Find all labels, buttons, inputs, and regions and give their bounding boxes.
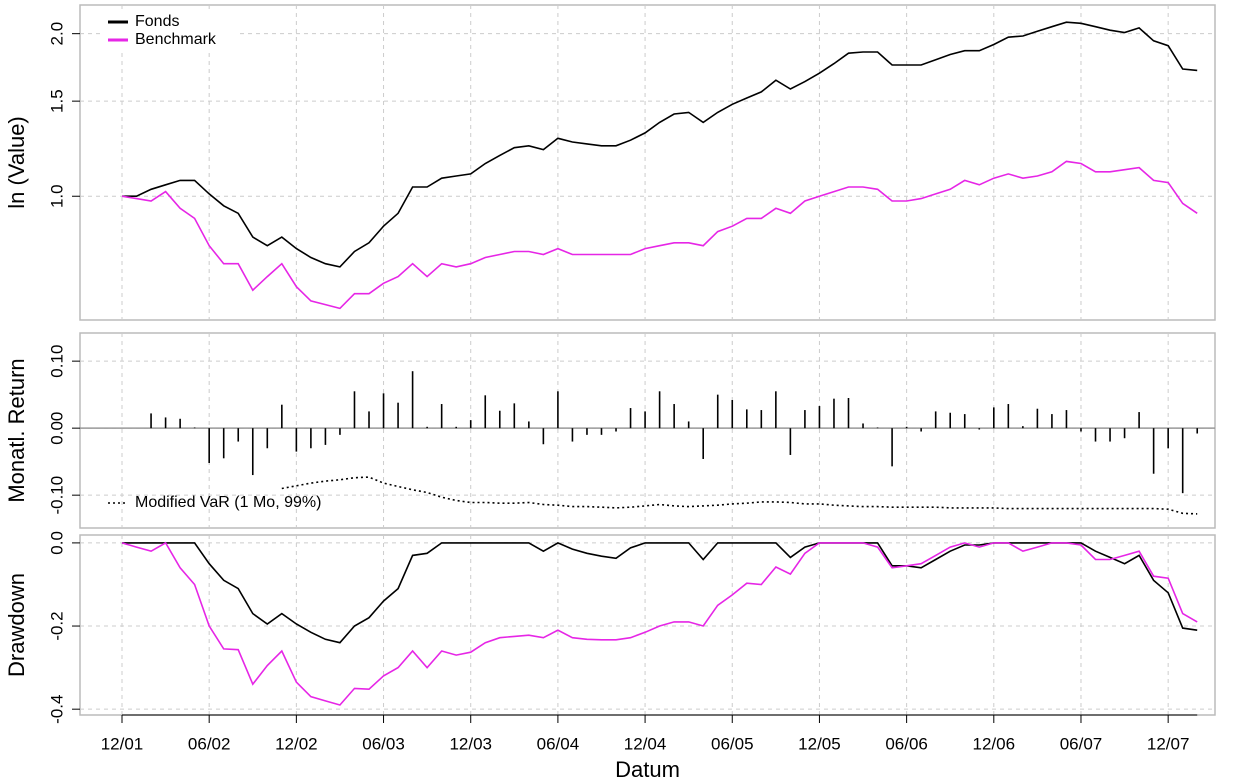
y-tick-label: 0.10 [47,345,66,378]
legend-label: Modified VaR (1 Mo, 99%) [135,494,321,511]
y-tick-label: -0.2 [47,611,66,640]
y-tick-label: 0.00 [47,412,66,445]
series-line [121,541,1198,706]
series-line [122,542,1198,644]
series-line [122,21,1198,268]
x-tick-label: 06/04 [537,734,580,753]
x-tick-label: 12/02 [275,734,318,753]
series-line [121,160,1198,310]
panel-frame [79,534,1216,716]
x-tick-label: 06/05 [711,734,754,753]
panel-frame [79,4,1216,321]
y-tick-label: 0.0 [47,531,66,555]
y-tick-label: 1.0 [47,184,66,208]
x-tick-label: 12/01 [101,734,144,753]
x-axis-title: Datum [615,757,680,782]
x-tick-label: 06/02 [188,734,231,753]
series-line [281,476,1198,515]
y-axis-title: ln (Value) [4,116,29,209]
x-tick-label: 12/03 [449,734,492,753]
y-tick-label: 2.0 [47,22,66,46]
y-tick-label: -0.10 [47,476,66,515]
y-axis-title: Drawdown [4,573,29,677]
x-tick-label: 12/06 [973,734,1016,753]
x-tick-label: 06/07 [1060,734,1103,753]
x-tick-label: 12/05 [798,734,841,753]
panel-frame [79,332,1216,529]
x-tick-label: 06/03 [362,734,405,753]
x-tick-label: 12/04 [624,734,667,753]
y-axis-title: Monatl. Return [4,358,29,502]
y-tick-label: -0.4 [47,695,66,724]
x-tick-label: 12/07 [1147,734,1190,753]
y-tick-label: 1.5 [47,89,66,113]
legend-box [100,10,240,52]
legend-label: Fonds [135,13,179,30]
legend-label: Benchmark [135,31,217,48]
x-tick-label: 06/06 [885,734,928,753]
